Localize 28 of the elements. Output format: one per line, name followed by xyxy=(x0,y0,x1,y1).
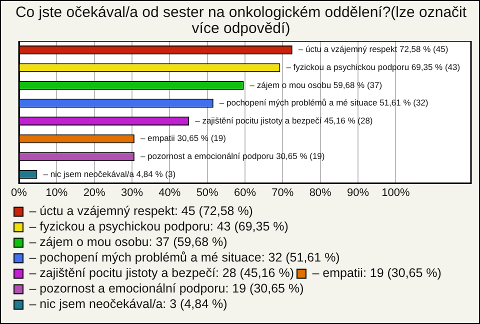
x-tick-label: 10% xyxy=(46,186,68,199)
data-label: – pozornost a emocionální podporu 30,65 % (19) xyxy=(140,150,325,161)
data-label: – nic jsem neočekával/a 4,84 % (3) xyxy=(43,168,176,179)
x-tick-label: 70% xyxy=(272,186,294,199)
data-label: – empatii 30,65 % (19) xyxy=(140,133,226,144)
data-label: – zájem o mou osobu 59,68 % (37) xyxy=(250,80,382,90)
legend-label: – empatii: 19 (30,65 %) xyxy=(312,266,442,280)
legend-label: – nic jsem neočekával/a: 3 (4,84 %) xyxy=(29,297,228,312)
data-label: – fyzickou a psychickou podporu 69,35 % (43) xyxy=(286,62,460,72)
legend-label: – úctu a vzájemný respekt: 45 (72,58 %) xyxy=(29,204,253,218)
x-tick-label: 90% xyxy=(346,186,370,199)
data-label: – pochopení mých problémů a mé situace 51,61 % (32) xyxy=(219,98,428,108)
x-tick-label: 50% xyxy=(196,186,219,199)
legend-label: – zajištění pocitu jistoty a bezpečí: 28 (45,16 %) xyxy=(29,266,294,280)
x-tick-label: 80% xyxy=(309,186,332,199)
legend-label: – zájem o mou osobu: 37 (59,68 %) xyxy=(29,235,228,250)
x-tick-label: 0% xyxy=(11,186,28,199)
legend-label: – pochopení mých problémů a mé situace: 32 (51,61 %) xyxy=(29,250,340,265)
legend-label: – fyzickou a psychickou podporu: 43 (69,35 %) xyxy=(29,220,288,234)
data-label: – zajištění pocitu jistoty a bezpečí 45,16 % (28) xyxy=(195,115,373,126)
legend-label: – pozornost a emocionální podporu: 19 (30,65 %) xyxy=(29,282,304,296)
data-label: – úctu a vzájemný respekt 72,58 % (45) xyxy=(298,44,448,54)
chart-title: Co jste očekával/a od sester na onkologickém oddělení?(lze označit více odpovědí) xyxy=(14,4,468,37)
x-tick-label: 100% xyxy=(382,186,410,199)
x-tick-label: 20% xyxy=(83,186,106,199)
x-tick-label: 40% xyxy=(158,186,181,199)
x-tick-label: 60% xyxy=(234,186,256,199)
x-tick-label: 30% xyxy=(120,186,144,199)
